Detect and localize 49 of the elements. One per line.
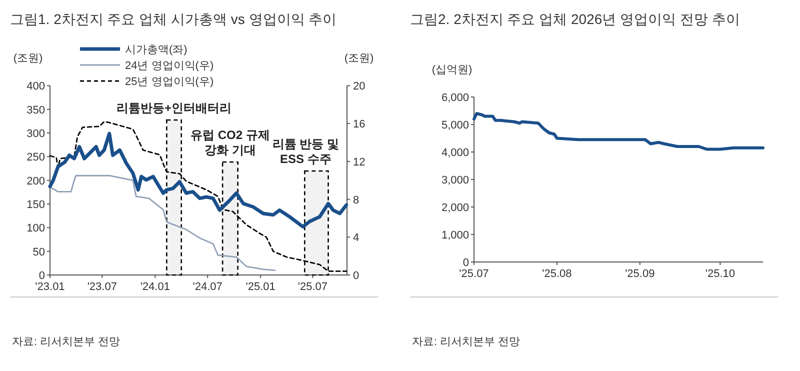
x-tick-label: '25.07 [459, 268, 489, 280]
y-tick-label: 300 [26, 128, 45, 140]
y2-tick-label: 0 [353, 270, 360, 282]
chart-title: 그림2. 2차전지 주요 업체 2026년 영업이익 전망 추이 [410, 11, 740, 27]
legend-label: 25년 영업이익(우) [125, 76, 214, 88]
x-tick-label: '25.01 [246, 281, 276, 293]
y-tick-label: 1,000 [441, 230, 469, 242]
y2-axis-title: (조원) [344, 52, 374, 65]
x-tick-label: '23.01 [35, 281, 65, 293]
y-tick-label: 50 [32, 246, 45, 258]
legend-label: 시가총액(좌) [125, 44, 188, 56]
y-tick-label: 250 [26, 152, 45, 164]
legend-label: 24년 영업이익(우) [125, 60, 214, 72]
y-tick-label: 400 [26, 80, 45, 93]
y-tick-label: 6,000 [441, 92, 469, 104]
y-tick-label: 4,000 [441, 147, 469, 159]
line-series [48, 132, 348, 228]
x-tick-label: '23.07 [87, 281, 117, 293]
y-tick-label: 3,000 [441, 174, 469, 186]
line-series [49, 174, 276, 271]
y2-tick-label: 20 [353, 80, 366, 93]
y-tick-label: 150 [26, 199, 45, 212]
band-label: 리튬반등+인터배터리 [116, 101, 232, 115]
text: 자료: 리서치본부 전망 [12, 336, 120, 348]
line-series [472, 112, 764, 151]
x-tick-label: '25.09 [625, 268, 655, 280]
y-tick-label: 200 [26, 175, 45, 188]
y2-tick-label: 16 [353, 118, 366, 131]
y-tick-label: 0 [462, 257, 469, 269]
chart-title: 그림1. 2차전지 주요 업체 시가총액 vs 영업이익 추이 [10, 11, 337, 27]
band-label: 유럽 CO2 규제 강화 기대 [190, 128, 270, 157]
x-tick-label: '25.07 [298, 281, 328, 293]
y-tick-label: 0 [38, 270, 45, 282]
y2-tick-label: 4 [353, 232, 360, 244]
x-tick-label: '25.10 [705, 268, 736, 280]
y2-tick-label: 8 [353, 194, 360, 206]
x-tick-label: '25.08 [542, 268, 572, 280]
y2-tick-label: 12 [353, 156, 366, 168]
y-axis-title: (조원) [13, 52, 43, 65]
band-label: 리튬 반등 및 ESS 수주 [272, 137, 339, 166]
y-tick-label: 2,000 [441, 202, 469, 214]
x-tick-label: '24.01 [140, 281, 170, 293]
y-tick-label: 5,000 [441, 120, 469, 132]
y-tick-label: 350 [26, 104, 45, 116]
y-axis-title: (십억원) [432, 64, 472, 76]
y-tick-label: 100 [26, 222, 45, 235]
text: 자료: 리서치본부 전망 [412, 336, 520, 348]
line-series [49, 120, 348, 272]
x-tick-label: '24.07 [192, 281, 222, 293]
